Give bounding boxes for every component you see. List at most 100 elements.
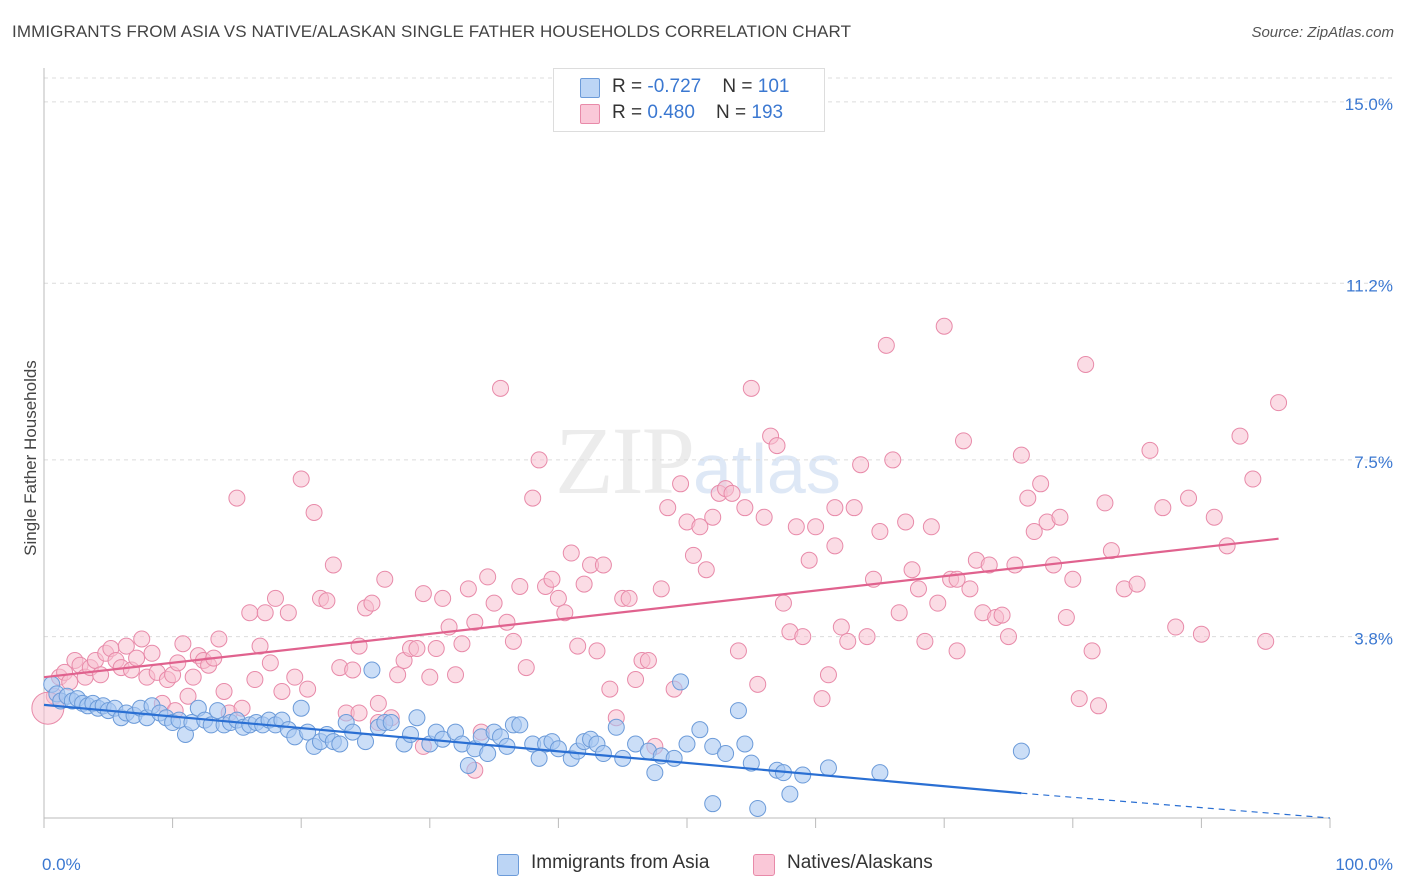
native-point <box>350 704 368 722</box>
native-point <box>723 484 741 502</box>
native-point <box>826 537 844 555</box>
asia-point <box>749 799 767 817</box>
native-point <box>954 432 972 450</box>
native-point <box>504 632 522 650</box>
native-point <box>266 589 284 607</box>
native-point <box>228 489 246 507</box>
native-point <box>261 654 279 672</box>
asia-point <box>742 754 760 772</box>
native-point <box>787 518 805 536</box>
tick-labels: 3.8% 7.5% 11.2% 15.0% 0.0% 100.0% <box>42 95 1393 874</box>
x-tick-label: 0.0% <box>42 855 81 874</box>
native-point <box>1257 632 1275 650</box>
native-point <box>794 628 812 646</box>
native-point <box>1064 570 1082 588</box>
native-point <box>210 630 228 648</box>
native-point <box>935 317 953 335</box>
native-point <box>421 668 439 686</box>
native-point <box>427 640 445 658</box>
native-point <box>562 544 580 562</box>
asia-point <box>627 735 645 753</box>
native-point <box>736 499 754 517</box>
native-point <box>466 613 484 631</box>
asia-legend-label: Immigrants from Asia <box>531 852 710 873</box>
native-point <box>845 499 863 517</box>
native-point <box>729 642 747 660</box>
native-point <box>376 570 394 588</box>
asia-point <box>678 735 696 753</box>
native-point <box>485 594 503 612</box>
native-point <box>117 637 135 655</box>
native-swatch <box>580 104 600 124</box>
native-point <box>549 589 567 607</box>
native-point <box>184 668 202 686</box>
y-tick-label: 3.8% <box>1354 630 1393 649</box>
native-point <box>1025 523 1043 541</box>
native-point <box>292 470 310 488</box>
asia-point <box>871 764 889 782</box>
native-point <box>858 628 876 646</box>
native-point <box>241 604 259 622</box>
native-point <box>1006 556 1024 574</box>
native-point <box>1083 642 1101 660</box>
native-point <box>174 635 192 653</box>
native-point <box>768 437 786 455</box>
native-point <box>305 503 323 521</box>
native-point <box>363 594 381 612</box>
asia-point <box>209 702 227 720</box>
asia-legend-swatch <box>497 854 519 876</box>
native-point <box>143 644 161 662</box>
native-point <box>447 666 465 684</box>
native-point <box>800 551 818 569</box>
native-point <box>215 682 233 700</box>
native-point <box>569 637 587 655</box>
asia-point <box>331 735 349 753</box>
native-point <box>704 508 722 526</box>
asia-point <box>717 745 735 763</box>
native-point <box>1205 508 1223 526</box>
trend-lines <box>43 537 1331 819</box>
native-point <box>251 637 269 655</box>
native-point <box>524 489 542 507</box>
native-point <box>286 668 304 686</box>
grid-lines <box>44 77 1396 638</box>
native-point <box>993 606 1011 624</box>
native-point <box>852 456 870 474</box>
native-point <box>897 513 915 531</box>
native-legend-swatch <box>753 854 775 876</box>
native-point <box>659 499 677 517</box>
native-point <box>909 580 927 598</box>
watermark-zip: ZIP <box>555 407 695 514</box>
native-point <box>318 592 336 610</box>
native-point <box>601 680 619 698</box>
asia-point <box>794 766 812 784</box>
asia-point <box>704 737 722 755</box>
asia-point <box>511 716 529 734</box>
x-tick-label: 100.0% <box>1335 855 1393 874</box>
native-point <box>414 585 432 603</box>
asia-point <box>363 661 381 679</box>
native-point <box>530 451 548 469</box>
native-point <box>128 649 146 667</box>
native-point <box>1057 608 1075 626</box>
native-point <box>672 475 690 493</box>
asia-point <box>292 699 310 717</box>
native-point <box>1012 446 1030 464</box>
native-point <box>1231 427 1249 445</box>
native-point <box>627 671 645 689</box>
native-point <box>279 604 297 622</box>
asia-point <box>819 759 837 777</box>
asia-point <box>530 749 548 767</box>
native-point <box>511 577 529 595</box>
y-axis-label: Single Father Households <box>21 360 40 556</box>
native-point <box>684 546 702 564</box>
native-point <box>1154 499 1172 517</box>
asia-point <box>704 795 722 813</box>
asia-point <box>357 733 374 751</box>
native-points-layer <box>31 317 1288 779</box>
native-point <box>749 675 767 693</box>
native-point <box>813 690 831 708</box>
native-point <box>1077 355 1095 373</box>
chart-title: IMMIGRANTS FROM ASIA VS NATIVE/ALASKAN S… <box>12 22 852 41</box>
native-point <box>344 661 362 679</box>
